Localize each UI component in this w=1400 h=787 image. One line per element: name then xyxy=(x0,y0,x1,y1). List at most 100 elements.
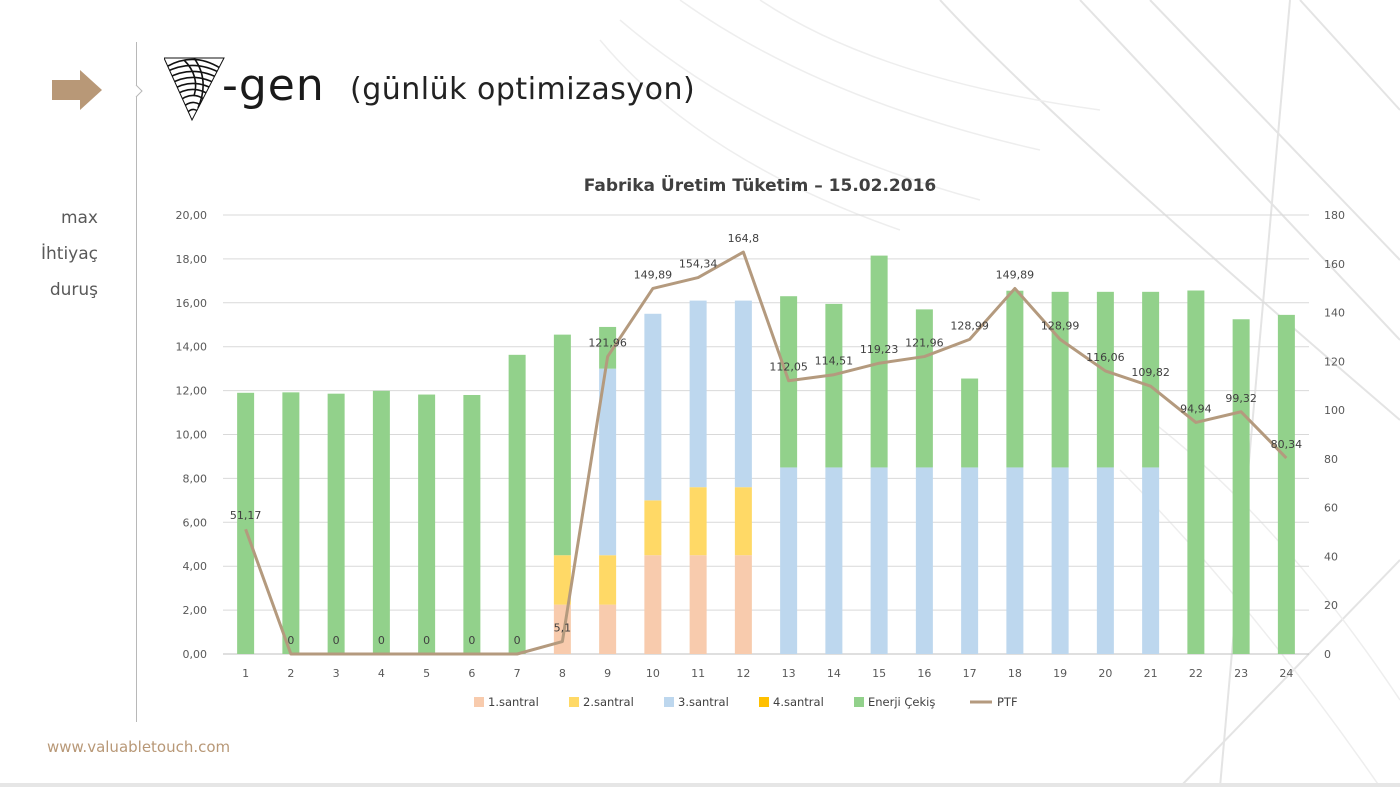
bar-segment xyxy=(644,555,662,654)
y-left-tick-label: 18,00 xyxy=(176,253,208,266)
y-axis-left: 0,00 2,00 4,00 6,00 8,00 10,00 12,00 14,00 16,00… xyxy=(176,209,208,661)
legend-label: 3.santral xyxy=(678,695,729,709)
bar-segment xyxy=(1051,467,1069,654)
x-tick-label: 21 xyxy=(1144,667,1158,680)
ptf-data-label: 80,34 xyxy=(1271,438,1303,451)
y-left-tick-label: 12,00 xyxy=(176,385,208,398)
bar-segment xyxy=(372,390,390,654)
y-right-tick-label: 140 xyxy=(1324,307,1345,320)
x-tick-label: 22 xyxy=(1189,667,1203,680)
ptf-data-label: 121,96 xyxy=(905,337,944,350)
x-tick-label: 2 xyxy=(287,667,294,680)
ptf-data-label: 128,99 xyxy=(950,319,989,332)
bar-segment xyxy=(282,392,300,654)
ptf-data-label: 0 xyxy=(514,634,521,647)
x-axis: 1 2 3 4 5 6 7 8 9 10 11 12 13 14 15 16 17 18 19 20 21 22 23 24 xyxy=(242,667,1293,680)
ptf-data-label: 128,99 xyxy=(1041,319,1080,332)
x-tick-label: 3 xyxy=(333,667,340,680)
y-right-tick-label: 60 xyxy=(1324,502,1338,515)
bar-segment xyxy=(915,309,933,468)
x-tick-label: 4 xyxy=(378,667,385,680)
side-item-max[interactable]: max xyxy=(60,208,98,228)
bar-segment xyxy=(689,555,707,654)
bar-segment xyxy=(644,313,662,501)
x-tick-label: 24 xyxy=(1279,667,1293,680)
side-item-ihtiyac[interactable]: İhtiyaç xyxy=(40,244,98,264)
ptf-data-label: 5,1 xyxy=(554,622,572,635)
ptf-data-label: 0 xyxy=(378,634,385,647)
footer-url[interactable]: www.valuabletouch.com xyxy=(47,738,231,756)
bar-segment xyxy=(734,300,752,488)
bar-segment xyxy=(553,334,571,556)
x-tick-label: 6 xyxy=(468,667,475,680)
bar-segment xyxy=(1277,314,1295,654)
ptf-data-label: 149,89 xyxy=(996,268,1035,281)
x-tick-label: 15 xyxy=(872,667,886,680)
x-tick-label: 5 xyxy=(423,667,430,680)
y-left-tick-label: 6,00 xyxy=(183,516,208,529)
ptf-data-label: 99,32 xyxy=(1225,392,1257,405)
x-tick-label: 1 xyxy=(242,667,249,680)
ptf-data-label: 164,8 xyxy=(728,232,760,245)
y-left-tick-label: 2,00 xyxy=(183,604,208,617)
legend-label: PTF xyxy=(997,695,1018,709)
bar-segment xyxy=(327,393,345,654)
bar-segment xyxy=(961,467,979,654)
bar-segment xyxy=(418,394,436,654)
bar-segment xyxy=(870,255,888,468)
bar-segment xyxy=(915,467,933,654)
bar-segment xyxy=(734,487,752,556)
ptf-data-label: 114,51 xyxy=(815,355,854,368)
side-item-durus[interactable]: duruş xyxy=(49,280,98,300)
bar-segment xyxy=(825,467,843,654)
y-right-tick-label: 120 xyxy=(1324,355,1345,368)
chart-bars xyxy=(237,255,1295,654)
bar-segment xyxy=(780,467,798,654)
y-left-tick-label: 20,00 xyxy=(176,209,208,222)
bar-segment xyxy=(961,378,979,468)
y-left-tick-label: 16,00 xyxy=(176,297,208,310)
ptf-data-label: 0 xyxy=(333,634,340,647)
bar-segment xyxy=(1051,291,1069,468)
y-left-tick-label: 0,00 xyxy=(183,648,208,661)
x-tick-label: 17 xyxy=(963,667,977,680)
bar-segment xyxy=(599,604,617,654)
bar-segment xyxy=(689,487,707,556)
bar-segment xyxy=(1187,290,1205,654)
bar-segment xyxy=(644,500,662,556)
x-tick-label: 11 xyxy=(691,667,705,680)
bar-segment xyxy=(734,555,752,654)
bar-segment xyxy=(508,354,526,654)
x-tick-label: 20 xyxy=(1098,667,1112,680)
legend-swatch xyxy=(664,697,674,707)
bar-segment xyxy=(870,467,888,654)
ptf-series-line xyxy=(244,250,1288,656)
vertical-divider xyxy=(136,42,137,722)
bar-segment xyxy=(1096,467,1114,654)
y-right-tick-label: 40 xyxy=(1324,550,1338,563)
fingerprint-logo-icon xyxy=(164,57,225,122)
x-tick-label: 19 xyxy=(1053,667,1067,680)
x-tick-label: 12 xyxy=(736,667,750,680)
legend-swatch xyxy=(854,697,864,707)
bar-segment xyxy=(463,394,481,654)
ptf-data-label: 149,89 xyxy=(634,268,673,281)
bar-segment xyxy=(599,368,617,556)
ptf-data-label: 119,23 xyxy=(860,343,899,356)
ptf-data-label: 94,94 xyxy=(1180,402,1212,415)
legend-swatch xyxy=(759,697,769,707)
x-tick-label: 8 xyxy=(559,667,566,680)
x-tick-label: 10 xyxy=(646,667,660,680)
bar-segment xyxy=(1096,291,1114,468)
x-tick-label: 23 xyxy=(1234,667,1248,680)
y-axis-right: 0 20 40 60 80 100 120 140 160 180 xyxy=(1324,209,1345,661)
y-left-tick-label: 4,00 xyxy=(183,560,208,573)
ptf-data-label: 121,96 xyxy=(588,337,627,350)
bar-segment xyxy=(237,392,255,654)
bar-segment xyxy=(599,326,617,369)
page-subtitle: (günlük optimizasyon) xyxy=(350,72,696,107)
ptf-data-label: 154,34 xyxy=(679,258,718,271)
bar-segment xyxy=(1232,319,1250,654)
y-right-tick-label: 80 xyxy=(1324,453,1338,466)
